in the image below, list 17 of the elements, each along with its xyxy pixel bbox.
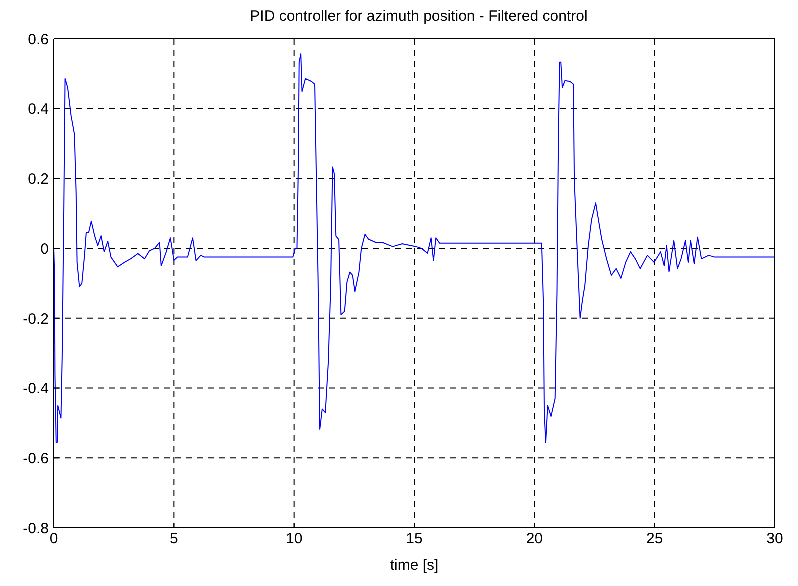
x-tick-label: 15 — [406, 530, 423, 548]
y-tick-label: -0.8 — [23, 520, 49, 538]
x-tick-label: 20 — [526, 530, 544, 548]
y-tick-label: 0.4 — [28, 101, 49, 118]
x-tick-label: 30 — [766, 530, 784, 548]
x-tick-label: 25 — [646, 530, 664, 548]
y-tick-label: 0.2 — [28, 171, 49, 188]
y-tick-label: 0.6 — [28, 31, 49, 48]
chart-title: PID controller for azimuth position - Filtered control — [249, 8, 589, 27]
y-tick-label: -0.4 — [23, 380, 49, 398]
x-tick-label: 5 — [170, 530, 178, 548]
x-axis-title: time [s] — [390, 557, 439, 574]
y-tick-label: -0.2 — [23, 310, 49, 328]
y-tick-label: 0 — [40, 240, 49, 258]
line-series — [54, 54, 775, 444]
x-tick-label: 10 — [286, 530, 303, 548]
y-tick-label: -0.6 — [23, 450, 49, 468]
